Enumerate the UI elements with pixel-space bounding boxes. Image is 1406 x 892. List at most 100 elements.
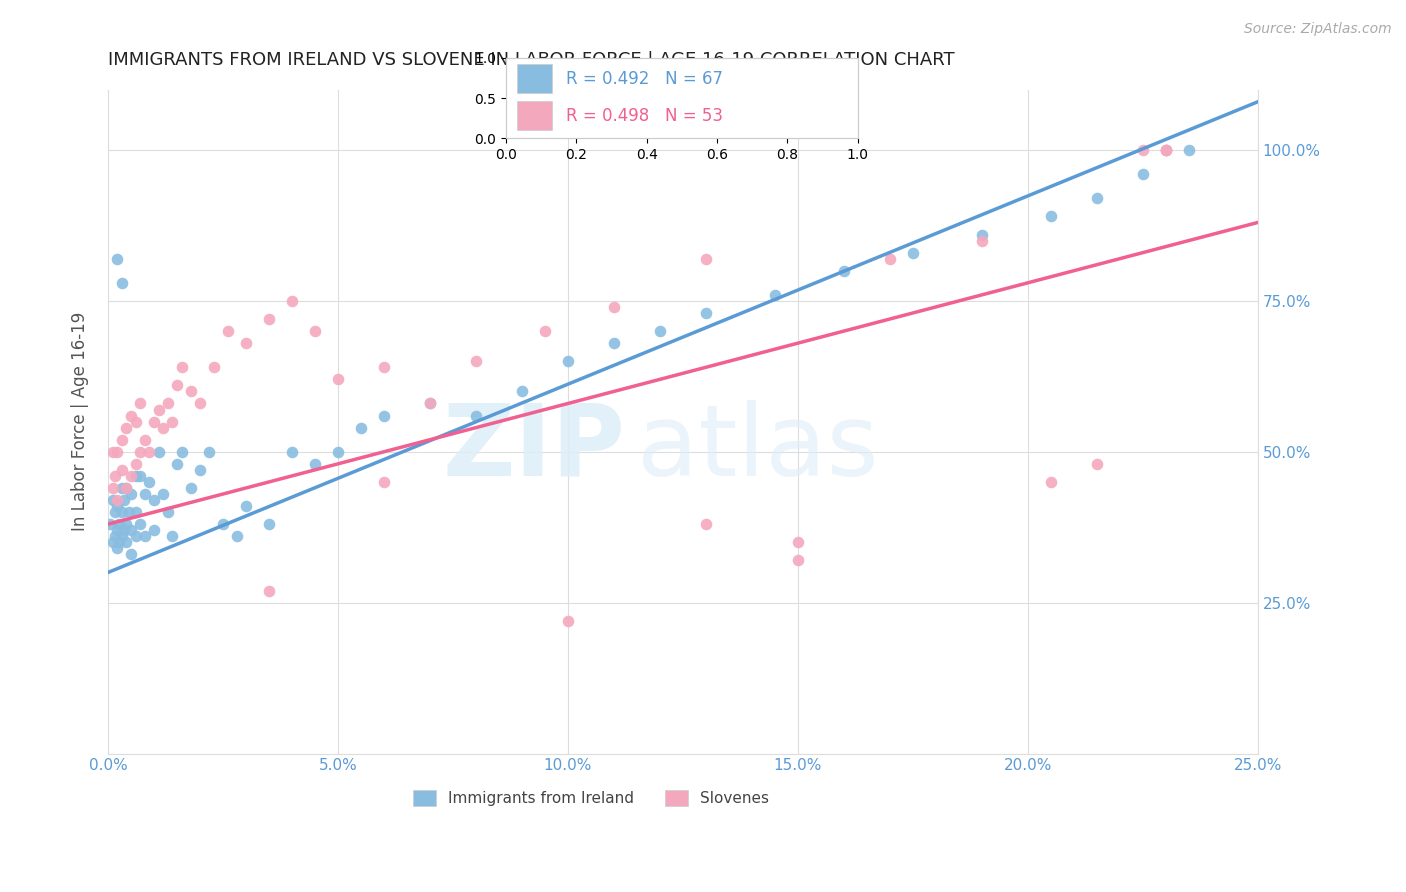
Point xyxy=(111,463,134,477)
Point xyxy=(1154,143,1177,157)
Point xyxy=(129,396,152,410)
Point xyxy=(695,252,717,266)
Text: ZIP: ZIP xyxy=(443,400,626,497)
Point xyxy=(465,409,488,423)
Point xyxy=(120,547,142,561)
Point xyxy=(1039,210,1062,224)
Point xyxy=(648,324,671,338)
Point xyxy=(111,505,134,519)
Point xyxy=(603,300,626,314)
Point xyxy=(235,336,257,351)
Point xyxy=(134,433,156,447)
Point xyxy=(105,252,128,266)
Point xyxy=(104,529,127,543)
Point xyxy=(115,535,138,549)
Point xyxy=(225,529,247,543)
Point xyxy=(156,396,179,410)
Point xyxy=(373,475,395,489)
Point xyxy=(166,457,188,471)
Point xyxy=(281,293,304,308)
Point xyxy=(156,505,179,519)
Point xyxy=(120,523,142,537)
Legend: Immigrants from Ireland, Slovenes: Immigrants from Ireland, Slovenes xyxy=(406,784,775,813)
Point xyxy=(115,481,138,495)
Point xyxy=(188,463,211,477)
Point xyxy=(198,444,221,458)
Point xyxy=(101,493,124,508)
Point xyxy=(111,481,134,495)
Point xyxy=(120,409,142,423)
Point xyxy=(112,523,135,537)
Point xyxy=(124,469,146,483)
Point xyxy=(101,535,124,549)
Point xyxy=(786,553,808,567)
Point xyxy=(534,324,557,338)
FancyBboxPatch shape xyxy=(517,64,551,94)
Point xyxy=(188,396,211,410)
Point xyxy=(901,245,924,260)
Text: atlas: atlas xyxy=(637,400,879,497)
Point xyxy=(510,384,533,399)
Point xyxy=(832,264,855,278)
Point xyxy=(1085,191,1108,205)
Point xyxy=(124,529,146,543)
Point xyxy=(111,529,134,543)
Point xyxy=(101,444,124,458)
Point xyxy=(304,457,326,471)
Point xyxy=(105,523,128,537)
Point xyxy=(180,384,202,399)
Point xyxy=(104,505,127,519)
Point xyxy=(143,493,166,508)
Point xyxy=(212,517,235,532)
Point xyxy=(217,324,239,338)
Point xyxy=(695,306,717,320)
Point xyxy=(970,227,993,242)
Point xyxy=(120,469,142,483)
Point xyxy=(112,493,135,508)
Point xyxy=(129,517,152,532)
Point xyxy=(419,396,441,410)
Point xyxy=(465,354,488,368)
Point xyxy=(350,420,373,434)
Point xyxy=(124,457,146,471)
Point xyxy=(373,360,395,375)
Point xyxy=(111,276,134,290)
Point xyxy=(115,481,138,495)
Point xyxy=(134,529,156,543)
Point xyxy=(115,420,138,434)
Text: IMMIGRANTS FROM IRELAND VS SLOVENE IN LABOR FORCE | AGE 16-19 CORRELATION CHART: IMMIGRANTS FROM IRELAND VS SLOVENE IN LA… xyxy=(108,51,955,69)
Point xyxy=(202,360,225,375)
Point xyxy=(1132,143,1154,157)
Point xyxy=(101,481,124,495)
Point xyxy=(257,517,280,532)
Point xyxy=(304,324,326,338)
Point xyxy=(1154,143,1177,157)
Point xyxy=(134,487,156,501)
Point xyxy=(105,493,128,508)
Point xyxy=(1154,143,1177,157)
Point xyxy=(129,444,152,458)
Point xyxy=(162,415,184,429)
Point xyxy=(108,535,131,549)
Text: R = 0.492   N = 67: R = 0.492 N = 67 xyxy=(565,70,723,87)
Point xyxy=(111,433,134,447)
Point xyxy=(1132,167,1154,181)
Point xyxy=(152,420,174,434)
Point xyxy=(786,535,808,549)
Point xyxy=(557,614,579,628)
Point xyxy=(1178,143,1201,157)
Point xyxy=(138,444,160,458)
Point xyxy=(235,499,257,513)
Point xyxy=(257,312,280,326)
Point xyxy=(419,396,441,410)
Point xyxy=(120,487,142,501)
Point xyxy=(148,444,170,458)
Point xyxy=(129,469,152,483)
Point xyxy=(1085,457,1108,471)
Point xyxy=(162,529,184,543)
Point xyxy=(695,517,717,532)
Point xyxy=(124,415,146,429)
Point xyxy=(603,336,626,351)
Point xyxy=(138,475,160,489)
Point xyxy=(105,541,128,556)
